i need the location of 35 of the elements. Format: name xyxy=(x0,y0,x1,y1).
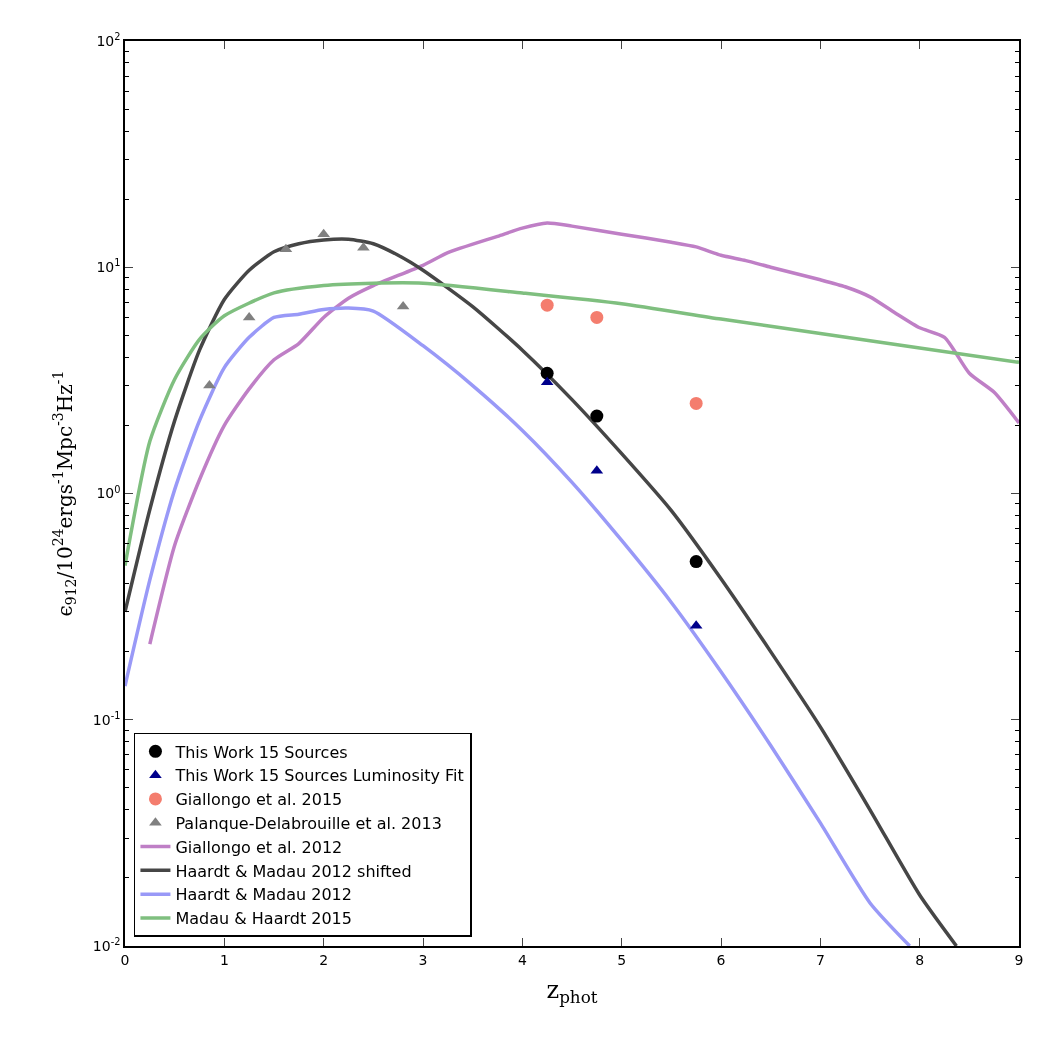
y-tick-label: 10$^{1}$ xyxy=(96,257,121,276)
point xyxy=(689,555,703,569)
y-tick-label: 10$^{-2}$ xyxy=(92,936,121,954)
y-tick-label: 10$^{-1}$ xyxy=(92,709,121,728)
x-tick-label: 2 xyxy=(319,951,329,968)
legend-label: Giallongo et al. 2015 xyxy=(175,790,343,810)
x-tick-label: 1 xyxy=(219,951,229,968)
legend-label: Madau & Haardt 2015 xyxy=(175,909,352,929)
legend-label: Giallongo et al. 2012 xyxy=(175,837,343,857)
x-tick-label: 9 xyxy=(1014,951,1024,968)
legend-label: This Work 15 Sources Luminosity Fit xyxy=(174,766,464,786)
point xyxy=(540,298,554,312)
x-tick-label: 0 xyxy=(120,951,130,968)
line-series xyxy=(125,281,1019,568)
y-tick-label: 10$^{0}$ xyxy=(96,483,121,502)
line-series xyxy=(148,221,1019,646)
x-tick-label: 4 xyxy=(517,951,527,968)
x-tick-label: 6 xyxy=(716,951,726,968)
point xyxy=(279,243,293,253)
x-tick-label: 7 xyxy=(815,951,825,968)
point xyxy=(540,376,554,386)
point xyxy=(689,396,703,410)
point xyxy=(242,311,256,321)
x-tick-label: 3 xyxy=(418,951,428,968)
legend-label: Palanque-Delabrouille et al. 2013 xyxy=(175,813,442,833)
x-tick-label: 5 xyxy=(617,951,627,968)
legend-label: Haardt & Madau 2012 xyxy=(175,885,352,905)
x-axis-title: z$_{phot}$ xyxy=(546,976,598,1008)
point xyxy=(540,366,554,380)
point xyxy=(590,310,604,324)
legend-label: Haardt & Madau 2012 shifted xyxy=(175,861,412,881)
x-tick-label: 8 xyxy=(915,951,925,968)
y-tick-label: 10$^{2}$ xyxy=(96,31,121,49)
legend-label: This Work 15 Sources xyxy=(174,742,348,762)
point xyxy=(590,409,604,423)
